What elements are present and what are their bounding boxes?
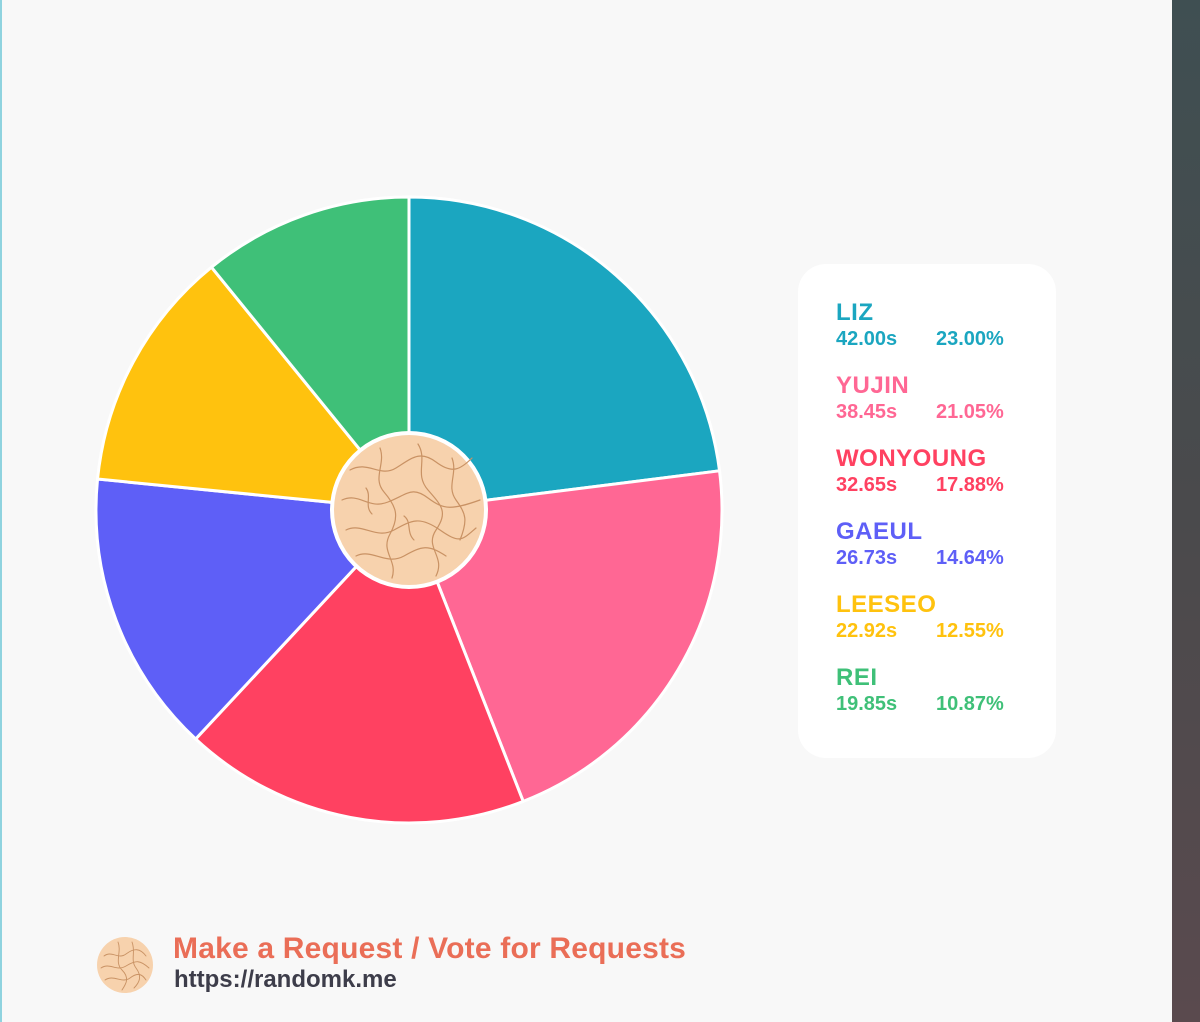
legend-name: LIZ bbox=[836, 299, 874, 326]
center-texture-icon bbox=[330, 431, 488, 589]
legend-name: REI bbox=[836, 664, 878, 691]
legend-time: 26.73s bbox=[836, 547, 898, 569]
legend-time: 32.65s bbox=[836, 474, 898, 496]
footer-logo-icon[interactable] bbox=[96, 936, 154, 994]
legend-entry-gaeul: GAEUL 26.73s 14.64% bbox=[836, 519, 1046, 571]
pie-slice-gaeul bbox=[94, 477, 411, 741]
legend-entry-wonyoung: WONYOUNG 32.65s 17.88% bbox=[836, 446, 1046, 498]
legend-panel: LIZ 42.00s 23.00% YUJIN 38.45s 21.05% WO… bbox=[798, 264, 1056, 758]
legend-percent: 10.87% bbox=[936, 693, 1004, 715]
legend-name: WONYOUNG bbox=[836, 445, 987, 472]
legend-name: GAEUL bbox=[836, 518, 923, 545]
legend-time: 19.85s bbox=[836, 693, 898, 715]
footer-request-link[interactable]: Make a Request / Vote for Requests bbox=[173, 932, 687, 965]
legend-entry-leeseo: LEESEO 22.92s 12.55% bbox=[836, 592, 1046, 644]
right-edge-strip bbox=[1172, 0, 1200, 1022]
legend-entry-liz: LIZ 42.00s 23.00% bbox=[836, 300, 1046, 352]
legend-time: 42.00s bbox=[836, 328, 898, 350]
legend-percent: 21.05% bbox=[936, 401, 1004, 423]
legend-name: YUJIN bbox=[836, 372, 910, 399]
pie-slice-wonyoung bbox=[194, 508, 525, 825]
legend-percent: 12.55% bbox=[936, 620, 1004, 642]
pie-slice-liz bbox=[407, 195, 722, 512]
pie-slices bbox=[94, 195, 724, 825]
legend-name: LEESEO bbox=[836, 591, 937, 618]
pie-slice-rei bbox=[209, 195, 411, 512]
legend-entry-yujin: YUJIN 38.45s 21.05% bbox=[836, 373, 1046, 425]
footer-url-link[interactable]: https://randomk.me bbox=[174, 966, 397, 993]
legend-time: 22.92s bbox=[836, 620, 898, 642]
pie-slice-yujin bbox=[407, 469, 724, 803]
legend-percent: 14.64% bbox=[936, 547, 1004, 569]
legend-percent: 17.88% bbox=[936, 474, 1004, 496]
pie-slice-leeseo bbox=[96, 265, 411, 512]
legend-entry-rei: REI 19.85s 10.87% bbox=[836, 665, 1046, 717]
legend-percent: 23.00% bbox=[936, 328, 1004, 350]
legend-time: 38.45s bbox=[836, 401, 898, 423]
left-edge-line bbox=[0, 0, 2, 1022]
